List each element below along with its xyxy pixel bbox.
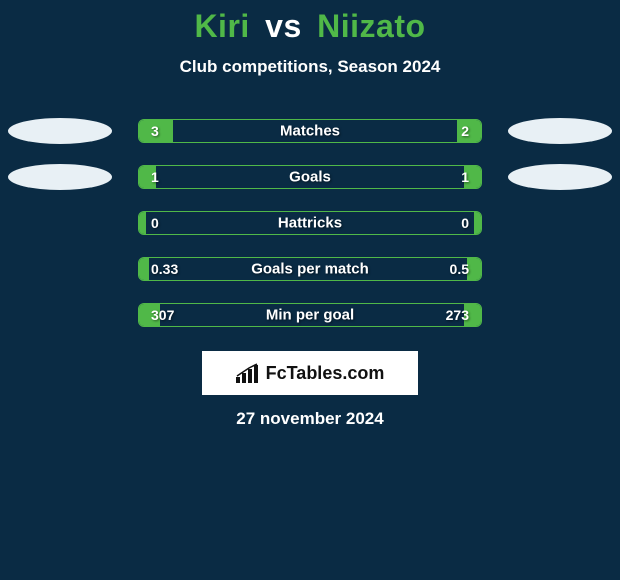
date-label: 27 november 2024 bbox=[0, 409, 620, 429]
page-title: Kiri vs Niizato bbox=[0, 8, 620, 45]
stat-row: 3Matches2 bbox=[0, 119, 620, 143]
chart-bars-icon bbox=[236, 363, 260, 383]
player1-marker bbox=[8, 164, 112, 190]
stat-value-right: 2 bbox=[461, 123, 469, 139]
player1-name: Kiri bbox=[194, 8, 249, 44]
subtitle: Club competitions, Season 2024 bbox=[0, 57, 620, 77]
stat-bar: 307Min per goal273 bbox=[138, 303, 482, 327]
stat-label: Goals bbox=[139, 169, 481, 186]
stat-bar: 3Matches2 bbox=[138, 119, 482, 143]
stat-bar: 0.33Goals per match0.5 bbox=[138, 257, 482, 281]
stat-bar: 0Hattricks0 bbox=[138, 211, 482, 235]
brand-badge[interactable]: FcTables.com bbox=[202, 351, 418, 395]
comparison-panel: Kiri vs Niizato Club competitions, Seaso… bbox=[0, 0, 620, 429]
stat-row: 307Min per goal273 bbox=[0, 303, 620, 327]
player2-marker bbox=[508, 118, 612, 144]
stat-bar: 1Goals1 bbox=[138, 165, 482, 189]
stat-row: 0.33Goals per match0.5 bbox=[0, 257, 620, 281]
stat-label: Min per goal bbox=[139, 307, 481, 324]
stat-label: Matches bbox=[139, 123, 481, 140]
stat-label: Hattricks bbox=[139, 215, 481, 232]
stat-value-right: 1 bbox=[461, 169, 469, 185]
player1-marker bbox=[8, 118, 112, 144]
player2-marker bbox=[508, 164, 612, 190]
stats-list: 3Matches2 1Goals1 0Hattricks0 0.33Goals per… bbox=[0, 119, 620, 327]
stat-row: 1Goals1 bbox=[0, 165, 620, 189]
stat-row: 0Hattricks0 bbox=[0, 211, 620, 235]
stat-value-right: 0.5 bbox=[450, 261, 469, 277]
stat-label: Goals per match bbox=[139, 261, 481, 278]
stat-value-right: 0 bbox=[461, 215, 469, 231]
brand-text: FcTables.com bbox=[266, 363, 385, 384]
stat-value-right: 273 bbox=[446, 307, 469, 323]
player2-name: Niizato bbox=[317, 8, 425, 44]
vs-label: vs bbox=[265, 8, 302, 44]
